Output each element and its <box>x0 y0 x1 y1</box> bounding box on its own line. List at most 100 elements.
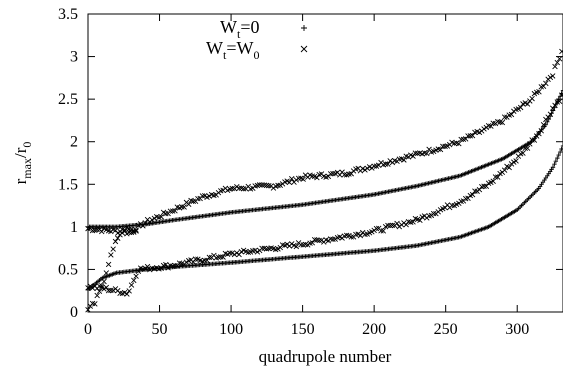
point-series-2-curve-2 <box>128 282 135 288</box>
point-series-2-curve-1 <box>424 150 430 157</box>
point-series-1-curve-2 <box>560 143 563 149</box>
point-series-2-curve-2 <box>531 137 538 143</box>
point-series-2-curve-2 <box>529 137 535 143</box>
point-series-2-curve-1 <box>536 89 542 95</box>
point-series-2-curve-3 <box>110 246 116 252</box>
point-series-2-curve-2 <box>540 122 547 128</box>
point-series-2-curve-1 <box>437 146 444 153</box>
point-series-2-curve-2 <box>124 291 130 297</box>
point-series-2-curve-3 <box>103 270 110 276</box>
point-series-2-curve-1 <box>401 157 407 163</box>
point-series-2-curve-2 <box>298 242 304 248</box>
point-series-2-curve-2 <box>147 266 153 273</box>
point-series-2-curve-2 <box>385 222 391 229</box>
point-series-2-curve-1 <box>158 214 164 220</box>
point-series-2-curve-1 <box>410 153 416 159</box>
point-series-2-curve-2 <box>527 141 533 147</box>
point-series-2-curve-2 <box>522 145 528 151</box>
point-series-2-curve-2 <box>524 145 531 151</box>
point-series-2-curve-3 <box>101 278 107 285</box>
point-series-2-curve-2 <box>259 245 265 252</box>
point-series-2-curve-1 <box>382 161 389 167</box>
point-series-2-curve-2 <box>403 221 409 228</box>
point-series-2-curve-2 <box>547 111 554 117</box>
point-series-2-curve-1 <box>179 204 185 210</box>
point-series-2-curve-1 <box>259 182 265 188</box>
point-series-2-curve-1 <box>199 193 206 199</box>
point-series-2-curve-3 <box>126 226 132 232</box>
point-series-2-curve-1 <box>501 114 508 120</box>
point-series-2-curve-2 <box>472 188 478 194</box>
point-series-2-curve-3 <box>105 261 112 268</box>
point-series-2-curve-3 <box>99 283 105 289</box>
point-series-2-curve-3 <box>115 235 121 241</box>
point-series-2-curve-2 <box>96 283 103 289</box>
point-series-1-curve-2 <box>550 165 556 170</box>
point-series-2-curve-1 <box>330 170 336 177</box>
point-series-2-curve-3 <box>96 288 103 295</box>
point-series-2-curve-2 <box>559 92 563 98</box>
point-series-1-curve-2 <box>556 152 561 158</box>
point-series-2-curve-2 <box>332 236 338 242</box>
point-series-2-curve-1 <box>508 111 515 118</box>
point-series-2-curve-1 <box>499 119 506 126</box>
point-series-2-curve-2 <box>293 243 300 250</box>
legend-marker-series-1 <box>301 25 307 31</box>
point-series-2-curve-2 <box>172 262 178 269</box>
legend-label-series-1: Wt=0 <box>220 17 260 41</box>
point-series-2-curve-2 <box>501 167 508 173</box>
point-series-2-curve-1 <box>467 133 474 139</box>
point-series-2-curve-2 <box>449 202 455 209</box>
point-series-2-curve-2 <box>513 158 519 164</box>
point-series-2-curve-3 <box>133 227 139 233</box>
point-series-1-curve-1 <box>560 88 563 93</box>
point-series-2-curve-2 <box>110 287 116 294</box>
point-series-2-curve-2 <box>380 228 387 234</box>
tick-labels: 0 50 100 150 200 250 300 0 0.5 1 1.5 2 2.5 3 3.5 <box>58 6 529 338</box>
x-tick-label: 100 <box>219 321 243 338</box>
point-series-2-curve-2 <box>218 254 224 260</box>
y-tick-label: 2 <box>70 134 78 151</box>
point-series-2-curve-2 <box>490 178 496 184</box>
point-series-2-curve-1 <box>543 80 549 87</box>
point-series-2-curve-3 <box>108 252 114 258</box>
point-series-2-curve-3 <box>92 301 98 307</box>
point-series-2-curve-2 <box>131 277 137 284</box>
point-series-1-curve-2 <box>552 162 557 167</box>
point-series-2-curve-2 <box>163 261 169 268</box>
point-series-2-curve-1 <box>142 220 148 226</box>
point-series-2-curve-1 <box>327 171 334 177</box>
point-series-2-curve-1 <box>529 95 535 102</box>
point-series-2-curve-2 <box>492 174 499 180</box>
y-axis-title: rmax/r0 <box>11 142 34 185</box>
legend: Wt=0 Wt=W0 <box>206 17 308 62</box>
point-series-2-curve-1 <box>552 63 558 70</box>
point-series-2-curve-3 <box>94 292 100 299</box>
point-series-2-curve-1 <box>94 226 100 233</box>
y-tick-label: 3 <box>70 49 78 66</box>
point-series-2-curve-1 <box>385 161 391 167</box>
point-series-2-curve-2 <box>192 256 199 262</box>
point-series-2-curve-2 <box>430 210 437 217</box>
point-series-2-curve-2 <box>348 234 354 240</box>
point-series-2-curve-2 <box>330 236 336 243</box>
point-series-2-curve-1 <box>517 104 524 111</box>
point-series-2-curve-2 <box>227 250 233 256</box>
x-tick-label: 250 <box>434 321 458 338</box>
point-series-2-curve-1 <box>195 195 201 202</box>
point-series-2-curve-2 <box>538 128 544 134</box>
y-tick-label: 1 <box>70 219 78 236</box>
point-series-2-curve-1 <box>240 186 247 192</box>
point-series-2-curve-2 <box>378 228 384 234</box>
point-series-2-curve-1 <box>469 132 476 139</box>
point-series-2-curve-3 <box>128 226 135 232</box>
point-series-2-curve-2 <box>117 290 123 296</box>
legend-marker-cross <box>300 45 308 53</box>
point-series-2-curve-1 <box>229 185 235 192</box>
point-series-2-curve-1 <box>186 201 192 208</box>
point-series-2-curve-2 <box>476 186 483 193</box>
point-series-2-curve-2 <box>144 263 151 270</box>
point-series-2-curve-2 <box>252 247 258 254</box>
point-series-2-curve-2 <box>387 222 393 229</box>
point-series-2-curve-2 <box>394 220 400 227</box>
